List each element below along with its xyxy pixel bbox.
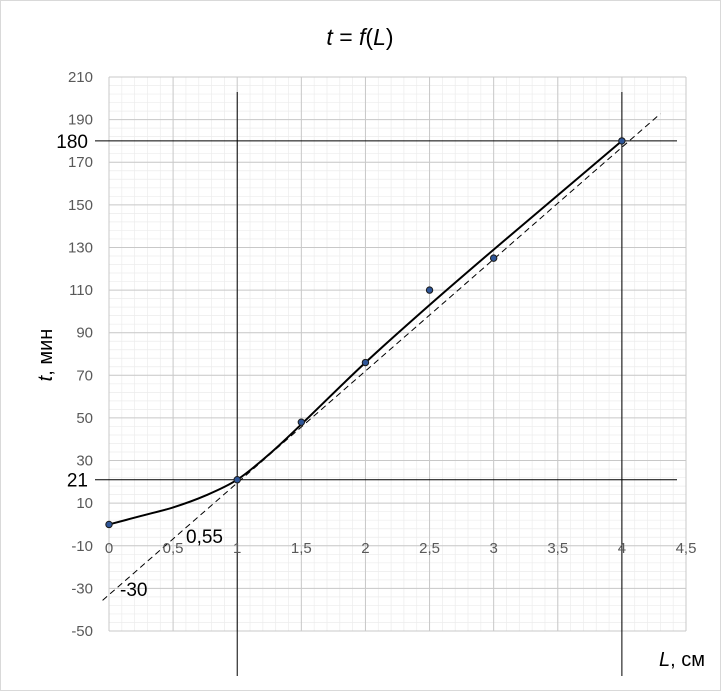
x-tick-label: 1,5 (291, 540, 312, 557)
y-tick-label: 10 (76, 495, 93, 512)
y-tick-label: 110 (69, 282, 93, 299)
data-point (361, 358, 370, 367)
tangent-line-group (102, 113, 661, 601)
x-tick-label: 3,5 (547, 540, 568, 557)
y-tick-labels: -50 -30 -10 10 30 50 70 90 110 130 150 170 190 210 (68, 69, 93, 640)
data-point (618, 137, 626, 145)
x-tick-label: 4 (618, 540, 626, 557)
y-axis-title: t, мин (35, 329, 57, 382)
x-tick-labels: 0 0,5 1 1,5 2 2,5 3 3,5 4 4,5 (105, 540, 697, 557)
annotations: 180 21 0,55 -30 (56, 132, 223, 601)
x-tick-label: 4,5 (676, 540, 697, 557)
y-tick-label: -50 (71, 623, 93, 640)
y-tick-label: 90 (76, 325, 93, 342)
data-point (425, 286, 434, 294)
annotation-label: 180 (56, 132, 88, 153)
y-tick-label: -10 (71, 538, 93, 555)
data-point (233, 476, 241, 484)
y-tick-label: 130 (68, 239, 93, 256)
x-tick-label: 0,5 (163, 540, 184, 557)
y-tick-label: 190 (68, 112, 93, 129)
x-tick-label: 2,5 (419, 540, 440, 557)
data-point (105, 520, 113, 529)
minor-gridlines (108, 76, 687, 632)
y-tick-label: 70 (76, 367, 93, 384)
annotation-label: -30 (120, 580, 147, 601)
chart-title: t = f(L) (326, 24, 393, 50)
y-tick-label: 50 (76, 410, 93, 427)
y-tick-label: 150 (68, 197, 93, 214)
x-tick-label: 2 (361, 540, 369, 557)
annotation-label: 0,55 (186, 527, 223, 548)
annotation-label: 21 (67, 471, 88, 492)
y-tick-label: 210 (68, 69, 93, 86)
y-tick-label: -30 (71, 580, 93, 597)
x-tick-label: 1 (233, 540, 241, 557)
data-points (105, 137, 626, 529)
data-point (297, 418, 306, 426)
tangent-line (102, 113, 661, 601)
x-tick-label: 3 (489, 540, 497, 557)
y-tick-label: 30 (76, 453, 93, 470)
x-axis-title: L, см (659, 649, 705, 671)
reference-lines (95, 92, 677, 676)
x-tick-label: 0 (105, 540, 113, 557)
y-tick-label: 170 (68, 154, 93, 171)
data-point (489, 254, 498, 262)
